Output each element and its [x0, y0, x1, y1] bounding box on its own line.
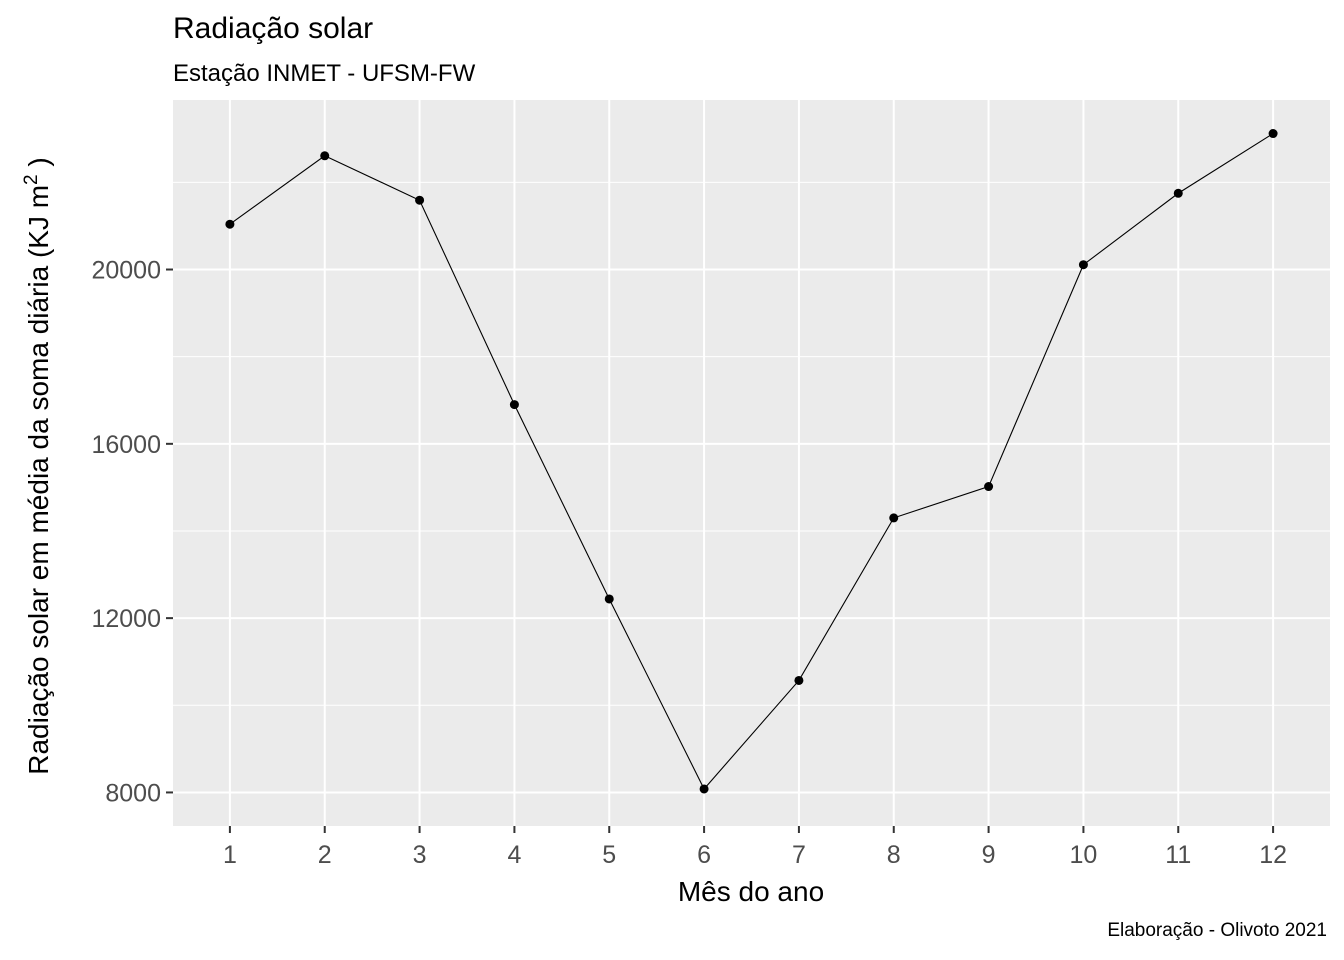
data-point [1173, 188, 1183, 198]
data-point [984, 482, 994, 492]
data-point [794, 675, 804, 685]
data-point [699, 784, 709, 794]
y-tick-label: 12000 [91, 605, 161, 633]
x-tick-label: 8 [887, 841, 901, 869]
chart-title: Radiação solar [173, 12, 374, 45]
y-axis-title-prefix: Radiação solar em média da soma diária (… [23, 185, 54, 775]
y-axis-title: Radiação solar em média da soma diária (… [21, 157, 54, 775]
data-point [415, 195, 425, 205]
y-axis-ticks: 8000 12000 16000 20000 [91, 257, 173, 807]
chart-caption: Elaboração - Olivoto 2021 [1107, 920, 1327, 941]
y-tick-label: 16000 [91, 431, 161, 459]
series-line [229, 133, 1274, 790]
x-tick-label: 5 [602, 841, 616, 869]
data-point [1078, 260, 1088, 270]
chart-subtitle: Estação INMET - UFSM-FW [173, 60, 476, 87]
minor-gridlines [173, 181, 1330, 706]
y-axis-title-suffix: ) [23, 157, 54, 174]
x-tick-label: 4 [507, 841, 521, 869]
data-point [1268, 129, 1278, 139]
data-point [889, 513, 899, 523]
data-point [225, 219, 235, 229]
x-tick-label: 6 [697, 841, 711, 869]
x-tick-label: 11 [1165, 841, 1191, 869]
data-point [509, 400, 519, 410]
data-series [225, 129, 1278, 794]
x-tick-label: 10 [1070, 841, 1098, 869]
x-tick-label: 9 [982, 841, 996, 869]
y-tick-label: 8000 [105, 779, 161, 807]
data-point [604, 594, 614, 604]
major-gridlines [173, 100, 1330, 826]
x-tick-label: 2 [318, 841, 332, 869]
x-axis-ticks: 1 2 3 4 5 6 7 8 9 10 11 12 [223, 826, 1287, 869]
y-tick-label: 20000 [91, 257, 161, 285]
y-axis-title-superscript: 2 [21, 174, 42, 185]
x-tick-label: 12 [1259, 841, 1287, 869]
data-point [320, 151, 330, 161]
x-tick-label: 1 [223, 841, 237, 869]
x-axis-title: Mês do ano [678, 876, 824, 907]
x-tick-label: 7 [792, 841, 806, 869]
plot-panel [173, 100, 1330, 826]
x-tick-label: 3 [413, 841, 427, 869]
